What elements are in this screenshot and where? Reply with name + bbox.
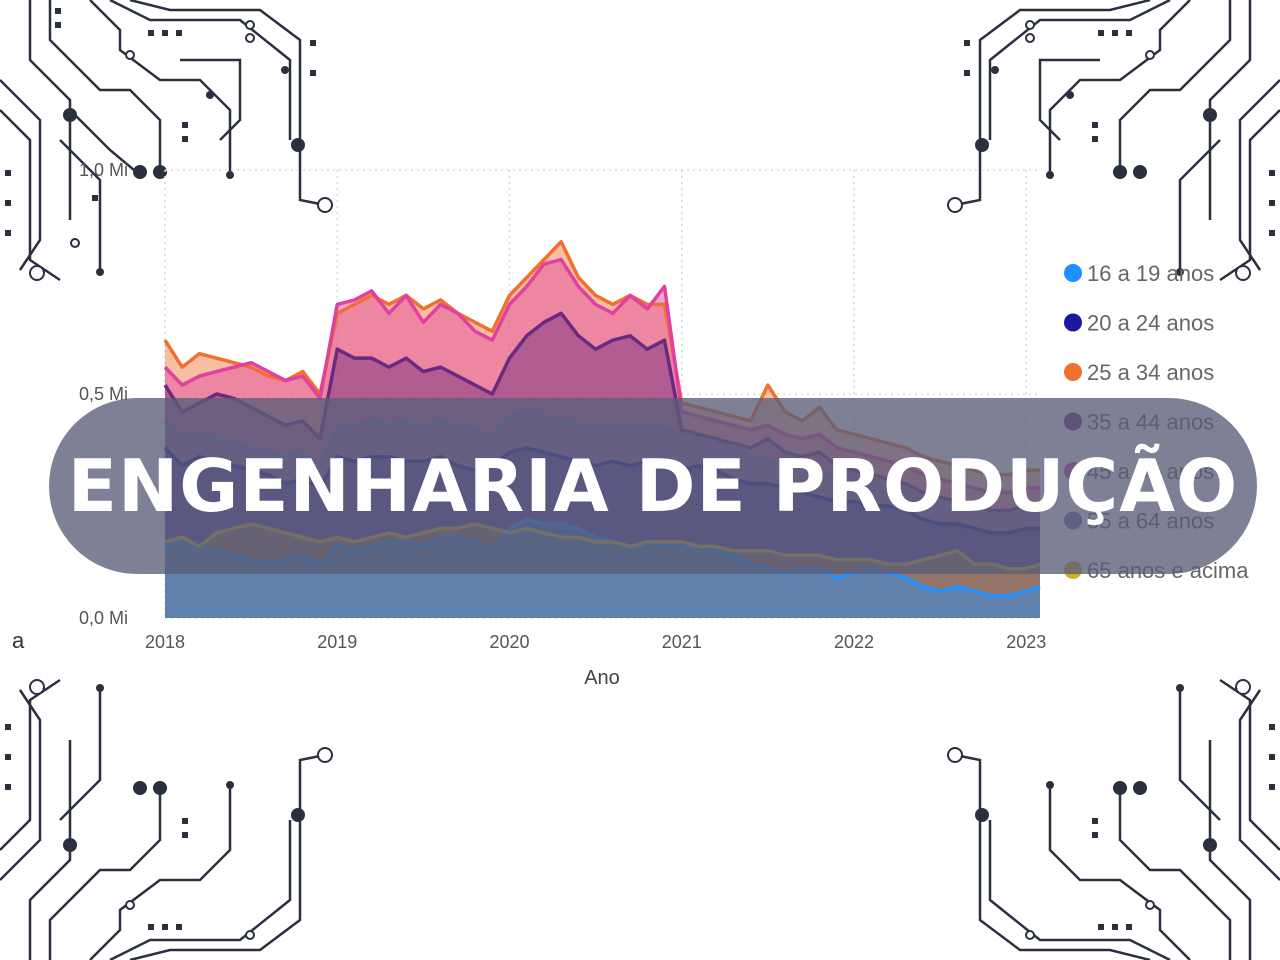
legend-label: 16 a 19 anos (1087, 261, 1214, 286)
circuit-decoration-bottom-left (0, 678, 333, 960)
x-tick-label: 2020 (489, 632, 529, 652)
legend-marker (1064, 313, 1082, 332)
circuit-decoration-bottom-right (947, 678, 1280, 960)
y-tick-label: 0,0 Mi (79, 608, 128, 628)
y-tick-label: 0,5 Mi (79, 384, 128, 404)
x-axis: 2018 2019 2020 2021 2022 2023 (145, 632, 1046, 652)
legend-label: 25 a 34 anos (1087, 360, 1214, 385)
x-tick-label: 2021 (662, 632, 702, 652)
cut-off-label: a (12, 628, 25, 653)
banner-title: ENGENHARIA DE PRODUÇÃO (67, 444, 1239, 528)
x-tick-label: 2018 (145, 632, 185, 652)
x-tick-label: 2023 (1006, 632, 1046, 652)
y-axis: 0,0 Mi 0,5 Mi 1,0 Mi (79, 160, 128, 628)
legend-marker (1064, 363, 1082, 381)
circuit-decoration-top-right (947, 0, 1280, 282)
legend-marker (1064, 264, 1082, 282)
x-axis-title: Ano (584, 667, 620, 689)
legend-label: 20 a 24 anos (1087, 311, 1214, 336)
x-tick-label: 2022 (834, 632, 874, 652)
title-banner: ENGENHARIA DE PRODUÇÃO (49, 398, 1257, 574)
circuit-decoration-top-left (0, 0, 333, 282)
x-tick-label: 2019 (317, 632, 357, 652)
y-tick-label: 1,0 Mi (79, 160, 128, 180)
